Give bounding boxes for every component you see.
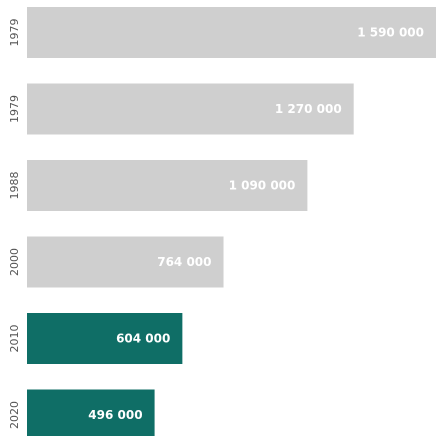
category-tick-label-0: 1979 [8, 19, 21, 47]
bar-1 [27, 83, 354, 135]
category-tick-label-5: 2020 [8, 401, 21, 429]
bar-value-label-3: 764 000 [157, 255, 211, 269]
category-tick-label-2: 1988 [8, 172, 21, 200]
bar-value-label-0: 1 590 000 [357, 26, 424, 40]
bar-value-label-1: 1 270 000 [275, 102, 342, 116]
bar-0 [27, 7, 436, 58]
bars-group: 1 590 000 1979 1 270 000 1979 1 090 000 1988 7… [8, 7, 436, 436]
bar-value-label-5: 496 000 [88, 408, 142, 422]
bar-3 [27, 236, 224, 288]
bar-value-label-4: 604 000 [116, 332, 170, 346]
category-tick-label-1: 1979 [8, 95, 21, 123]
category-tick-label-4: 2010 [8, 325, 21, 353]
bar-value-label-2: 1 090 000 [229, 179, 296, 193]
bar-4 [27, 313, 183, 364]
bar-5 [27, 389, 155, 436]
category-tick-label-3: 2000 [8, 248, 21, 276]
bar-2 [27, 160, 308, 211]
